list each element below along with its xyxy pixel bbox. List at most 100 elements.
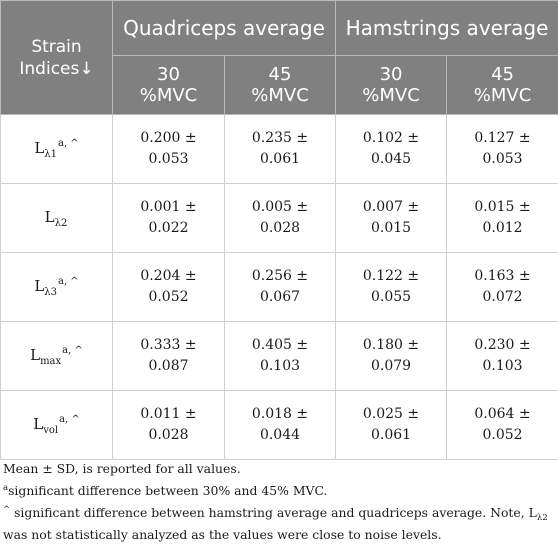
table-row: Lvola, ^ 0.011 ± 0.028 0.018 ± 0.044 0.025…: [0, 390, 558, 460]
index-subscript: λ1: [44, 148, 57, 160]
cell-sd: 0.028: [148, 427, 189, 443]
header-pct: 45: [491, 64, 514, 85]
footnote-a-text: significant difference between 30% and 4…: [8, 483, 328, 498]
cell-sd: 0.052: [482, 427, 523, 443]
index-superscript: a, ^: [59, 413, 80, 425]
table-body: Lλ1a, ^ 0.200 ±0.053 0.235 ±0.061 0.102 …: [0, 114, 558, 460]
table-cell: 0.204 ± 0.052: [112, 252, 225, 322]
cell-mean: 0.025 ±: [362, 406, 420, 422]
cell-mean: 0.127 ±: [474, 130, 531, 146]
table-row: Lλ1a, ^ 0.200 ± 0.053 0.235 ± 0.061 0.102 …: [0, 114, 558, 184]
cell-mean: 0.256 ±: [251, 268, 309, 284]
footnote-caret-mark: ^: [3, 505, 11, 515]
header-hamstrings-average: Hamstrings average: [335, 0, 558, 56]
footnote-caret-subscript: λ2: [536, 513, 548, 523]
cell-mean: 0.405 ±: [251, 337, 309, 353]
table-cell: 0.015 ± 0.012: [446, 183, 558, 253]
cell-mean: 0.001 ±: [140, 199, 197, 215]
table-cell: 0.064 ± 0.052: [446, 390, 558, 460]
cell-mean: 0.235 ±: [251, 130, 309, 146]
header-pct: 30: [379, 64, 403, 85]
cell-mean: 0.011 ±: [140, 406, 197, 422]
cell-sd: 0.053: [148, 151, 189, 167]
table-header: Strain Indices↓ Quadriceps average Hamst…: [0, 0, 558, 115]
row-label-l-max: Lmaxa, ^: [0, 321, 113, 391]
row-label-l-lambda3: Lλ3a, ^: [0, 252, 113, 322]
cell-mean: 0.064 ±: [474, 406, 531, 422]
cell-mean: 0.204 ±: [140, 268, 197, 284]
table-cell: 0.127 ± 0.053: [446, 114, 558, 184]
index-subscript: max: [40, 355, 62, 367]
index-base: L: [30, 345, 41, 364]
cell-sd: 0.015: [370, 220, 412, 236]
cell-mean: 0.122 ±: [362, 268, 420, 284]
cell-sd: 0.053: [482, 151, 523, 167]
cell-sd: 0.055: [370, 289, 412, 305]
index-base: L: [34, 138, 45, 157]
header-ham-30-mvc: 30 %MVC: [335, 55, 448, 115]
header-strain-line2: Indices↓: [19, 58, 94, 79]
cell-sd: 0.067: [259, 289, 301, 305]
cell-mean: 0.102 ±: [362, 130, 420, 146]
table-cell: 0.018 ± 0.044: [223, 390, 337, 460]
cell-sd: 0.044: [259, 427, 301, 443]
footnote-a: asignificant difference between 30% and …: [3, 481, 555, 503]
cell-mean: 0.015 ±: [474, 199, 531, 215]
results-table-container: Strain Indices↓ Quadriceps average Hamst…: [0, 0, 558, 460]
cell-sd: 0.052: [148, 289, 189, 305]
index-subscript: λ2: [54, 217, 68, 229]
index-superscript: a, ^: [57, 137, 79, 149]
table-cell: 0.007 ± 0.015: [335, 183, 448, 253]
header-unit: %MVC: [362, 85, 420, 106]
index-superscript: a, ^: [62, 344, 83, 356]
index-superscript: a, ^: [57, 275, 79, 287]
header-quad-45-mvc: 45 %MVC: [223, 55, 337, 115]
table-row: Lλ2 0.001 ±0.022 0.005 ±0.028 0.007 ±0.0…: [0, 183, 558, 253]
table-cell: 0.005 ± 0.028: [223, 183, 337, 253]
table-cell: 0.180 ± 0.079: [335, 321, 448, 391]
table-row: Lλ3a, ^ 0.204 ± 0.052 0.256 ± 0.067 0.122 …: [0, 252, 558, 322]
cell-sd: 0.028: [259, 220, 301, 236]
cell-sd: 0.061: [370, 427, 412, 443]
index-base: L: [44, 207, 55, 226]
table-footnotes: Mean ± SD, is reported for all values. a…: [3, 459, 555, 545]
table-cell: 0.163 ± 0.072: [446, 252, 558, 322]
cell-sd: 0.079: [370, 358, 412, 374]
index-subscript: λ3: [44, 286, 57, 298]
cell-sd: 0.022: [148, 220, 189, 236]
table-cell: 0.011 ± 0.028: [112, 390, 225, 460]
header-quad-30-mvc: 30 %MVC: [112, 55, 225, 115]
cell-sd: 0.103: [482, 358, 523, 374]
cell-mean: 0.018 ±: [251, 406, 309, 422]
table-cell: 0.333 ± 0.087: [112, 321, 225, 391]
cell-mean: 0.005 ±: [251, 199, 309, 215]
table-cell: 0.102 ± 0.045: [335, 114, 448, 184]
cell-mean: 0.163 ±: [474, 268, 531, 284]
table-cell: 0.256 ± 0.067: [223, 252, 337, 322]
header-pct: 45: [268, 64, 292, 85]
cell-sd: 0.087: [148, 358, 189, 374]
header-pct: 30: [157, 64, 180, 85]
header-unit: %MVC: [473, 85, 532, 106]
header-unit: %MVC: [251, 85, 309, 106]
table-cell: 0.230 ± 0.103: [446, 321, 558, 391]
table-row: Lmaxa, ^ 0.333 ± 0.087 0.405 ± 0.103 0.180…: [0, 321, 558, 391]
table-cell: 0.200 ± 0.053: [112, 114, 225, 184]
header-unit: %MVC: [139, 85, 198, 106]
table-cell: 0.405 ± 0.103: [223, 321, 337, 391]
header-quadriceps-average: Quadriceps average: [111, 0, 337, 56]
cell-mean: 0.007 ±: [362, 199, 420, 215]
cell-sd: 0.012: [482, 220, 523, 236]
index-subscript: vol: [43, 424, 59, 436]
index-base: L: [34, 276, 45, 295]
footnote-caret-text: significant difference between hamstring…: [10, 505, 537, 520]
row-label-l-vol: Lvola, ^: [0, 390, 113, 460]
cell-mean: 0.180 ±: [362, 337, 420, 353]
table-cell: 0.122 ± 0.055: [335, 252, 448, 322]
header-strain-line1: Strain: [31, 36, 82, 57]
header-strain-indices[interactable]: Strain Indices↓: [0, 0, 113, 115]
cell-mean: 0.230 ±: [474, 337, 531, 353]
cell-mean: 0.333 ±: [140, 337, 197, 353]
header-ham-45-mvc: 45 %MVC: [446, 55, 558, 115]
cell-sd: 0.103: [259, 358, 301, 374]
